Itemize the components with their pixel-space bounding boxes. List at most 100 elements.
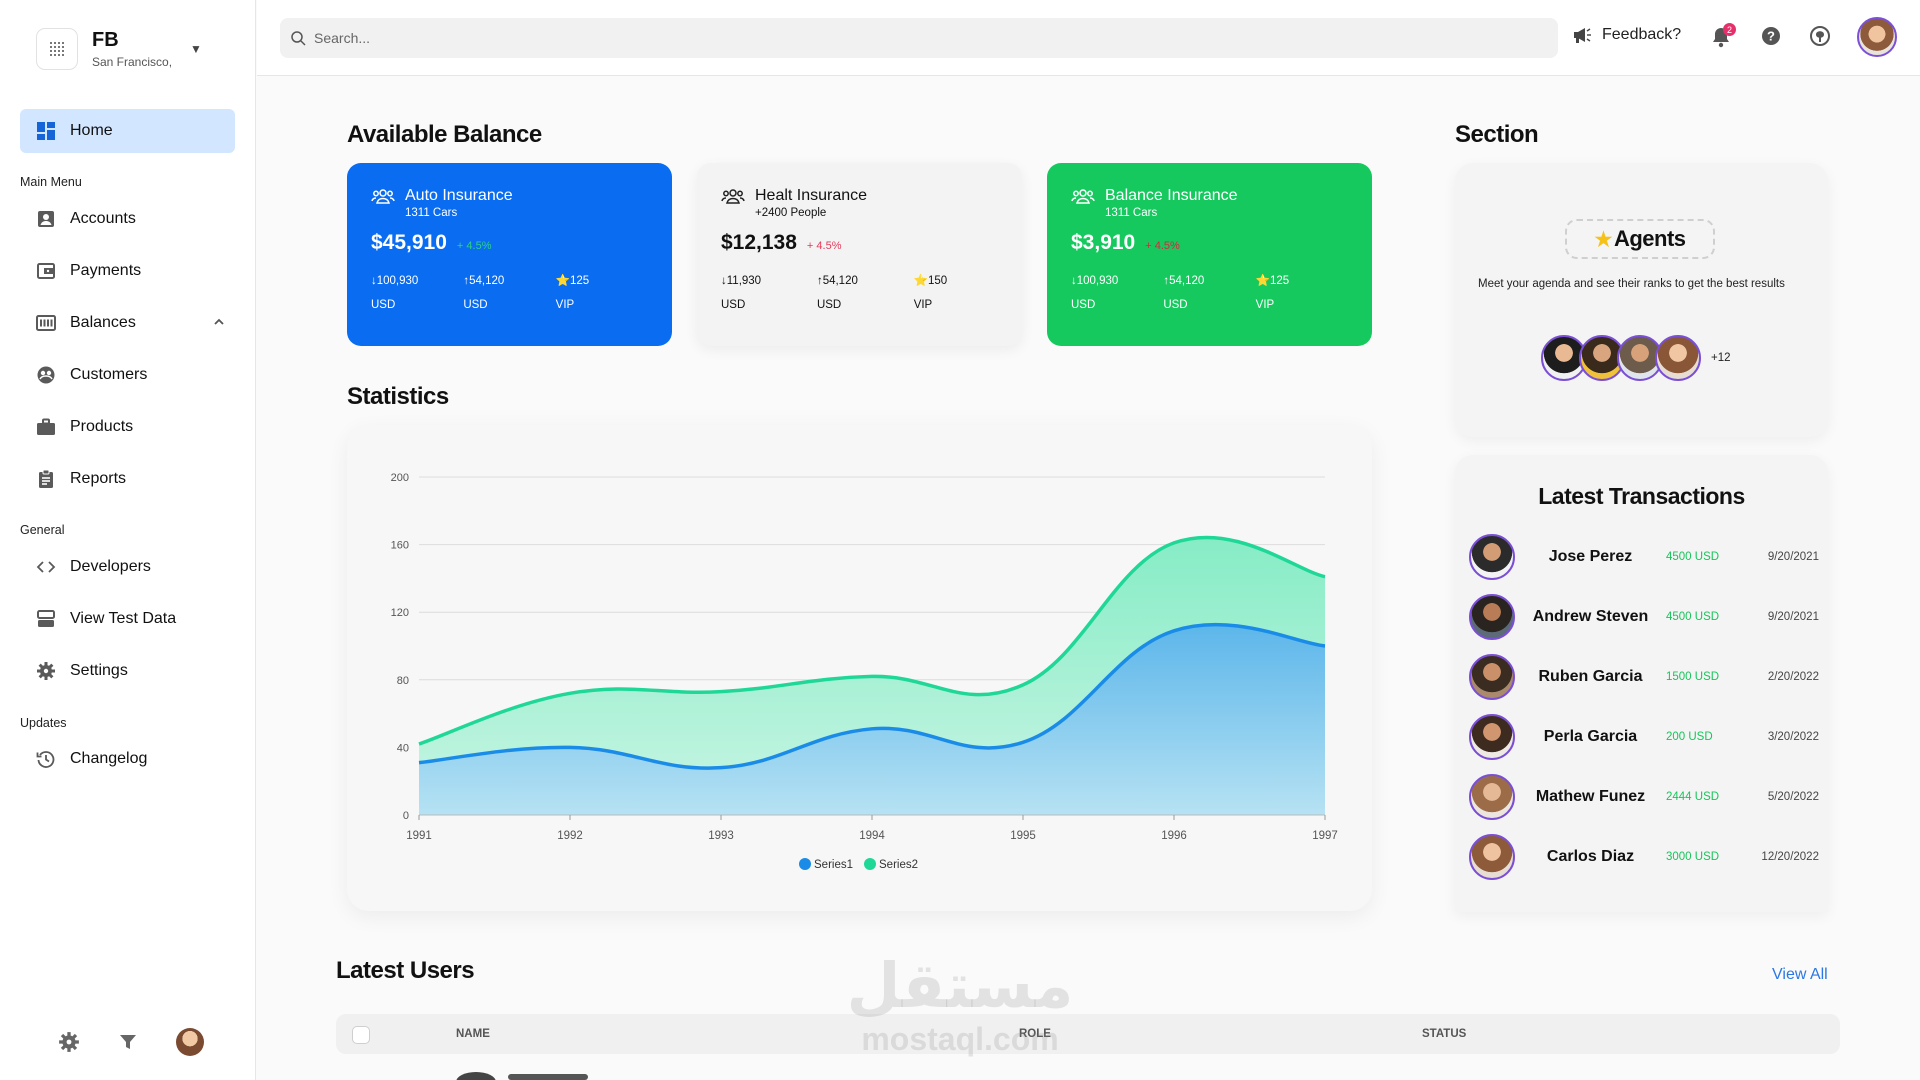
sidebar-item-view-test-data[interactable]: View Test Data <box>36 604 226 634</box>
watermark-arabic: مستقل <box>846 949 1074 1022</box>
transaction-row[interactable]: Carlos Diaz 3000 USD 12/20/2022 <box>1469 832 1819 882</box>
sidebar-item-developers[interactable]: Developers <box>36 552 226 582</box>
transaction-amount: 4500 USD <box>1666 611 1720 623</box>
card-title: Balance Insurance <box>1105 187 1238 204</box>
column-header-status[interactable]: STATUS <box>1422 1028 1467 1040</box>
users-table-header: NAME ROLE STATUS <box>336 1014 1840 1054</box>
transaction-name: Andrew Steven <box>1532 608 1649 625</box>
column-header-name[interactable]: NAME <box>456 1028 490 1040</box>
latest-users-heading: Latest Users <box>336 957 475 984</box>
card-change: + 4.5% <box>1145 240 1180 252</box>
transaction-avatar <box>1469 534 1515 580</box>
org-logo-icon <box>36 28 78 70</box>
sidebar-item-home[interactable]: Home <box>20 109 235 153</box>
users-icon <box>371 189 395 204</box>
star-icon: ★ <box>1594 228 1613 251</box>
legend-marker-series1 <box>799 858 811 870</box>
chevron-up-icon[interactable] <box>212 315 226 329</box>
transaction-date: 9/20/2021 <box>1767 611 1819 623</box>
view-all-link[interactable]: View All <box>1772 966 1828 983</box>
transaction-row[interactable]: Jose Perez 4500 USD 9/20/2021 <box>1469 532 1819 582</box>
x-tick-label: 1994 <box>859 830 885 842</box>
stat-up-unit: USD <box>463 299 488 311</box>
card-change: + 4.5% <box>456 240 492 252</box>
transaction-row[interactable]: Mathew Funez 2444 USD 5/20/2022 <box>1469 772 1819 822</box>
sidebar: FB San Francisco, ▼ Home Main Menu Accou… <box>0 0 256 1080</box>
notification-badge: 2 <box>1723 23 1736 36</box>
card-change: + 4.5% <box>806 240 842 252</box>
sidebar-item-label: Balances <box>70 314 136 331</box>
transaction-amount: 1500 USD <box>1666 671 1720 683</box>
agent-avatar[interactable] <box>1655 335 1701 381</box>
org-switcher[interactable]: FB San Francisco, ▼ <box>36 28 202 70</box>
transaction-row[interactable]: Andrew Steven 4500 USD 9/20/2021 <box>1469 592 1819 642</box>
help-button[interactable]: ? <box>1761 26 1781 51</box>
customers-icon <box>37 366 55 384</box>
series1-area <box>419 624 1325 815</box>
sidebar-item-settings[interactable]: Settings <box>36 656 226 686</box>
feedback-button[interactable]: Feedback? <box>1572 26 1681 44</box>
briefcase-icon <box>37 418 55 435</box>
notification-button[interactable]: 2 <box>1711 23 1736 53</box>
more-agents-count[interactable]: +12 <box>1711 352 1731 364</box>
gear-icon[interactable] <box>58 1031 80 1053</box>
filter-icon[interactable] <box>118 1032 138 1052</box>
x-tick-label: 1991 <box>406 830 432 842</box>
stat-vip: ⭐125 <box>555 275 590 287</box>
x-tick-label: 1992 <box>557 830 583 842</box>
x-tick-label: 1993 <box>708 830 734 842</box>
sidebar-item-changelog[interactable]: Changelog <box>36 744 226 774</box>
stat-down-unit: USD <box>371 299 396 311</box>
section-title-general: General <box>20 523 65 537</box>
github-button[interactable] <box>1810 26 1830 51</box>
sidebar-item-balances[interactable]: Balances <box>36 308 226 338</box>
transaction-row[interactable]: Ruben Garcia 1500 USD 2/20/2022 <box>1469 652 1819 702</box>
sidebar-item-products[interactable]: Products <box>36 412 226 442</box>
search-bar[interactable] <box>280 18 1558 58</box>
sidebar-item-label: Accounts <box>70 210 136 227</box>
transaction-avatar <box>1469 594 1515 640</box>
sidebar-item-reports[interactable]: Reports <box>36 464 226 494</box>
topbar: Feedback? 2 ? <box>257 0 1920 76</box>
transaction-name: Ruben Garcia <box>1538 668 1643 685</box>
caret-down-icon[interactable]: ▼ <box>190 42 202 56</box>
agents-description: Meet your agenda and see their ranks to … <box>1478 278 1785 290</box>
card-title: Auto Insurance <box>405 187 513 204</box>
card-amount: $3,910 <box>1071 231 1136 254</box>
user-row-avatar <box>456 1072 496 1080</box>
transaction-amount: 3000 USD <box>1666 851 1720 863</box>
legend-label-series1: Series1 <box>814 859 853 871</box>
search-input[interactable] <box>314 30 1514 46</box>
sidebar-item-accounts[interactable]: Accounts <box>36 204 226 234</box>
clipboard-icon <box>39 469 53 488</box>
y-tick-label: 80 <box>397 675 409 687</box>
feedback-label: Feedback? <box>1602 26 1682 43</box>
users-icon <box>1071 189 1095 204</box>
profile-avatar[interactable] <box>1857 17 1897 57</box>
agents-badge[interactable]: ★ Agents <box>1565 219 1715 259</box>
series2-line <box>418 535 1326 746</box>
sidebar-item-customers[interactable]: Customers <box>36 360 226 390</box>
balance-card-auto-insurance[interactable]: Auto Insurance 1311 Cars $45,910 + 4.5% ↓… <box>347 163 672 346</box>
legend-label-series2: Series2 <box>879 859 918 871</box>
sidebar-item-label: Developers <box>70 558 151 575</box>
y-tick-label: 120 <box>391 607 409 619</box>
agent-avatar-group[interactable]: +12 <box>1541 335 1731 381</box>
search-icon <box>291 31 306 46</box>
transaction-row[interactable]: Perla Garcia 200 USD 3/20/2022 <box>1469 712 1819 762</box>
column-header-role[interactable]: ROLE <box>1019 1028 1051 1040</box>
y-tick-label: 40 <box>397 742 409 754</box>
sidebar-item-label: Customers <box>70 366 148 383</box>
select-all-checkbox[interactable] <box>352 1026 370 1044</box>
user-avatar[interactable] <box>176 1028 204 1056</box>
user-row-name-clipped <box>508 1074 588 1080</box>
y-tick-label: 160 <box>391 540 409 552</box>
sidebar-item-payments[interactable]: Payments <box>36 256 226 286</box>
card-subtitle: 1311 Cars <box>405 207 458 219</box>
sidebar-item-label: Payments <box>70 262 142 279</box>
database-icon <box>37 610 55 627</box>
card-subtitle: 1311 Cars <box>1105 207 1158 219</box>
balance-card-balance-insurance[interactable]: Balance Insurance 1311 Cars $3,910 + 4.5%… <box>1047 163 1372 346</box>
balance-card-health-insurance[interactable]: Healt Insurance +2400 People $12,138 + 4.… <box>697 163 1022 346</box>
transaction-date: 3/20/2022 <box>1767 731 1819 743</box>
